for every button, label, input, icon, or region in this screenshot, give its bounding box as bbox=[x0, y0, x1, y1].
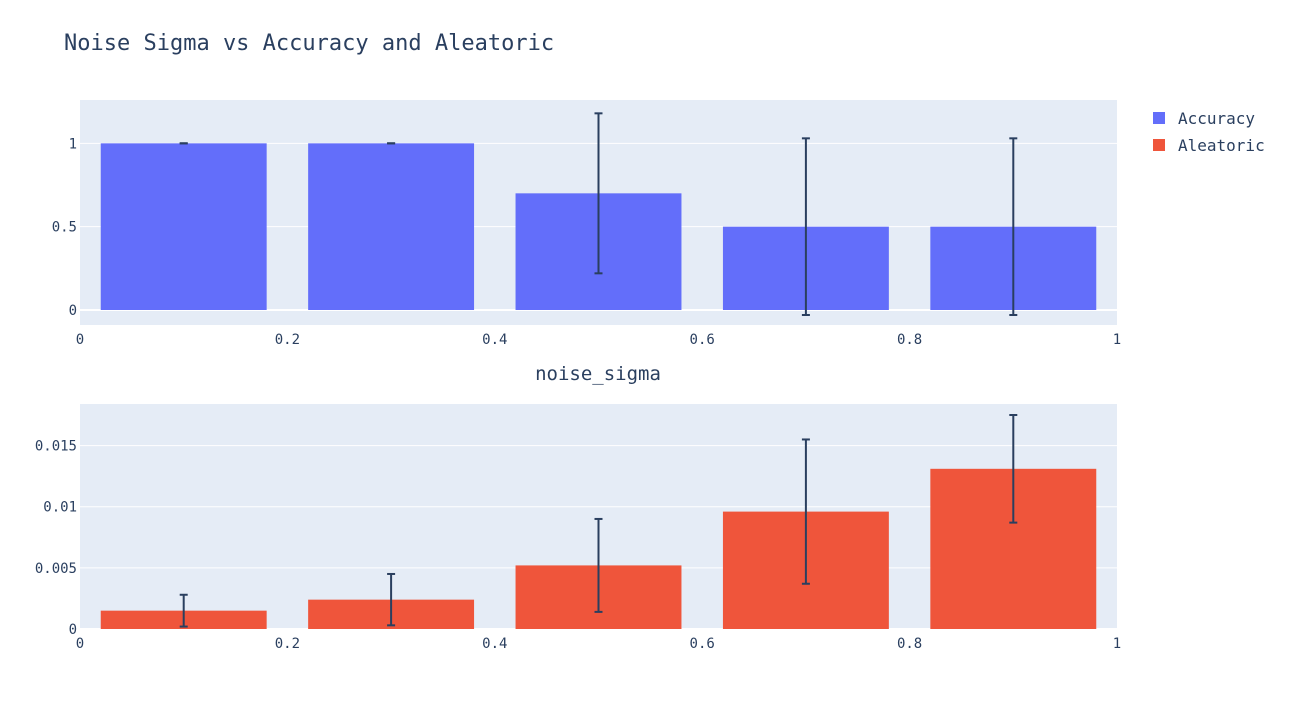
x-tick-label: 1 bbox=[1113, 636, 1121, 652]
legend-label-accuracy: Accuracy bbox=[1178, 109, 1255, 128]
x-tick-label: 0 bbox=[76, 636, 84, 652]
x-tick-label: 0.6 bbox=[690, 332, 715, 348]
x-tick-label: 0.8 bbox=[897, 636, 922, 652]
legend-swatch-aleatoric bbox=[1153, 139, 1165, 151]
bar-accuracy bbox=[100, 143, 267, 310]
y-tick-label: 0.015 bbox=[35, 439, 77, 455]
y-tick-label: 0 bbox=[69, 303, 77, 319]
x-tick-label: 0.2 bbox=[275, 636, 300, 652]
x-tick-label: 0.2 bbox=[275, 332, 300, 348]
x-tick-label: 0 bbox=[76, 332, 84, 348]
legend-label-aleatoric: Aleatoric bbox=[1178, 136, 1265, 155]
bar-accuracy bbox=[308, 143, 475, 310]
y-tick-label: 0 bbox=[69, 622, 77, 638]
y-tick-label: 0.5 bbox=[52, 220, 77, 236]
y-tick-label: 0.005 bbox=[35, 561, 77, 577]
legend-swatch-accuracy bbox=[1153, 112, 1165, 124]
x-tick-label: 0.8 bbox=[897, 332, 922, 348]
y-tick-label: 0.01 bbox=[43, 500, 77, 516]
x-tick-label: 0.6 bbox=[690, 636, 715, 652]
x-tick-label: 0.4 bbox=[482, 636, 507, 652]
x-tick-label: 0.4 bbox=[482, 332, 507, 348]
x-tick-label: 1 bbox=[1113, 332, 1121, 348]
x-axis-title: noise_sigma bbox=[535, 363, 661, 385]
y-tick-label: 1 bbox=[69, 136, 77, 152]
chart-title: Noise Sigma vs Accuracy and Aleatoric bbox=[64, 31, 554, 56]
